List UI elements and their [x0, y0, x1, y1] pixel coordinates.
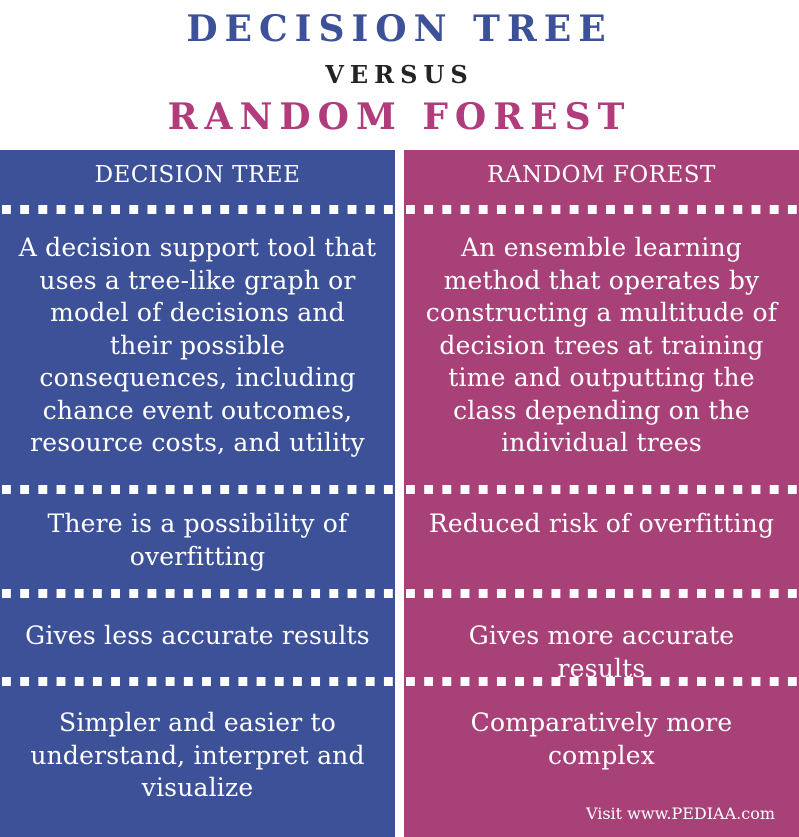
dotted-divider	[404, 677, 799, 686]
decision-tree-accuracy: Gives less accurate results	[25, 621, 370, 650]
dotted-divider	[0, 677, 395, 686]
random-forest-column: RANDOM FOREST An ensemble learning metho…	[404, 150, 799, 837]
infographic-header: DECISION TREE VERSUS RANDOM FOREST	[0, 0, 799, 150]
decision-tree-complexity: Simpler and easier to understand, interp…	[30, 708, 365, 802]
decision-tree-heading: DECISION TREE	[94, 162, 301, 188]
dotted-divider	[0, 485, 395, 494]
source-credit: Visit www.PEDIAA.com	[585, 804, 775, 823]
random-forest-complexity: Comparatively more complex	[470, 708, 733, 770]
title-random-forest: RANDOM FOREST	[167, 96, 632, 138]
dotted-divider	[404, 205, 799, 214]
decision-tree-column: DECISION TREE A decision support tool th…	[0, 150, 395, 837]
random-forest-definition: An ensemble learning method that operate…	[425, 233, 778, 457]
decision-tree-definition: A decision support tool that uses a tree…	[18, 233, 377, 457]
dotted-divider	[404, 485, 799, 494]
random-forest-heading: RANDOM FOREST	[487, 162, 716, 188]
dotted-divider	[0, 589, 395, 598]
dotted-divider	[0, 205, 395, 214]
random-forest-accuracy: Gives more accurate results	[468, 621, 735, 683]
decision-tree-overfitting: There is a possibility of overfitting	[47, 509, 348, 571]
title-decision-tree: DECISION TREE	[186, 8, 613, 50]
dotted-divider	[404, 589, 799, 598]
random-forest-overfitting: Reduced risk of overfitting	[428, 509, 775, 538]
title-versus: VERSUS	[325, 60, 474, 89]
